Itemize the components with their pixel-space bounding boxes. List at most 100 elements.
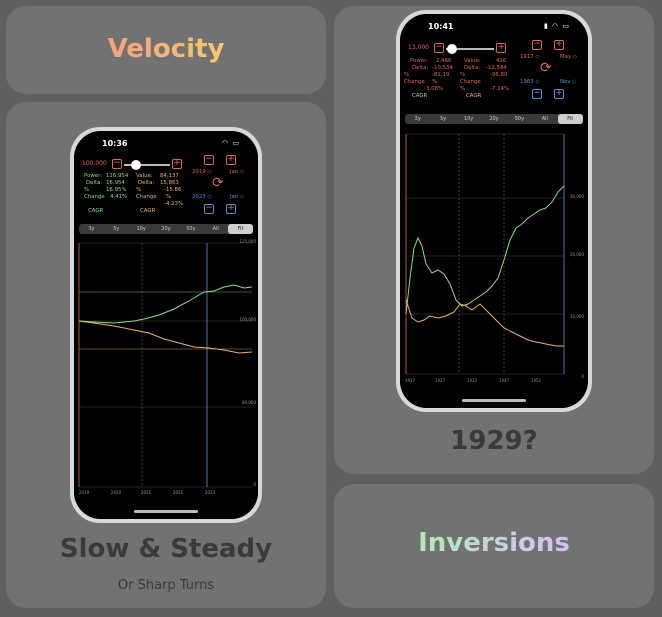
phone-right: 10:41 ▮ ◠ ▭ 13,000 − + − + 1917 ◇ May ◇ …	[396, 10, 592, 412]
inversions-title: Inversions	[334, 528, 654, 558]
amount-label[interactable]: 13,000	[408, 44, 429, 51]
x-tick-label: 1947	[499, 378, 510, 383]
slow-steady-title: Slow & Steady	[59, 534, 273, 564]
slider-knob[interactable]	[131, 160, 141, 170]
x-tick-label: 1952	[531, 378, 542, 383]
wifi-icon: ◠	[222, 139, 230, 147]
velocity-title: Velocity	[6, 34, 326, 64]
start-minus-button[interactable]: −	[204, 155, 214, 165]
end-minus-button[interactable]: −	[204, 204, 214, 214]
vpct-label: %	[460, 72, 466, 78]
value-series-line	[78, 320, 253, 354]
battery-icon: ▭	[232, 139, 240, 147]
end-minus-button[interactable]: −	[532, 89, 542, 99]
vdelta-label: Delta:	[464, 65, 481, 71]
chart: 30,000 20,000 10,000 0 1917 1927 1932 1947 1952	[400, 128, 588, 384]
change-label: Change	[84, 194, 105, 200]
start-month-select[interactable]: Jan ◇	[230, 169, 245, 175]
x-tick-label: 1927	[435, 378, 446, 383]
tab-20y[interactable]: 20y	[161, 226, 171, 232]
y-tick-label: 30,000	[570, 194, 584, 199]
cagr-label: CAGR	[412, 93, 428, 99]
minus-button[interactable]: −	[112, 159, 122, 169]
vpct-value: -15.86	[164, 187, 182, 193]
slider-knob[interactable]	[447, 44, 457, 54]
change-value: -3.08%	[424, 86, 444, 92]
inversions-card: Inversions	[334, 484, 654, 608]
end-year-select[interactable]: 1963 ◇	[520, 79, 540, 85]
tab-fit[interactable]: Fit	[557, 114, 583, 124]
signal-icon: ▮	[543, 22, 549, 30]
status-time: 10:36	[102, 139, 128, 148]
tab-3y[interactable]: 3y	[414, 116, 421, 122]
y-tick-label: 20,000	[570, 252, 584, 257]
amount-label[interactable]: 100,000	[82, 160, 107, 167]
end-year-select[interactable]: 2023 ◇	[192, 194, 212, 200]
delta-value: -10,534	[432, 65, 453, 71]
plus-icon: +	[555, 39, 563, 49]
minus-button[interactable]: −	[434, 43, 444, 53]
vchange-value: -7.14%	[490, 86, 510, 92]
x-tick-label: 2021	[141, 490, 152, 495]
plus-button[interactable]: +	[496, 43, 506, 53]
phone-left: 10:36 ◠ ▭ 100,000 − + − + 2019 ◇ Jan ◇ ⟳…	[70, 127, 262, 523]
refresh-icon[interactable]: ⟳	[212, 175, 224, 191]
end-month-select[interactable]: Nov ◇	[560, 79, 577, 85]
range-tabs[interactable]: 3y 5y 10y 20y 50y All Fit	[79, 224, 254, 234]
tab-10y[interactable]: 10y	[136, 226, 146, 232]
end-month-select[interactable]: Jan ◇	[230, 194, 245, 200]
tab-5y[interactable]: 5y	[113, 226, 120, 232]
tab-50y[interactable]: 50y	[186, 226, 196, 232]
tab-all[interactable]: All	[212, 226, 219, 232]
value-label: Value:	[136, 173, 153, 179]
cagr-label: CAGR	[88, 208, 104, 214]
slow-steady-subtitle: Or Sharp Turns	[117, 578, 215, 593]
plus-icon: +	[555, 88, 563, 98]
x-tick-label: 1932	[467, 378, 478, 383]
end-plus-button[interactable]: +	[554, 89, 564, 99]
pct-value: 16.95%	[106, 187, 127, 193]
tab-all[interactable]: All	[541, 116, 548, 122]
tab-3y[interactable]: 3y	[88, 226, 95, 232]
value-value: 416	[496, 58, 507, 64]
start-plus-button[interactable]: +	[554, 40, 564, 50]
plus-button[interactable]: +	[172, 159, 182, 169]
tab-fit[interactable]: Fit	[228, 224, 254, 234]
tab-10y[interactable]: 10y	[463, 116, 474, 122]
range-tabs[interactable]: 3y 5y 10y 20y 50y All Fit	[405, 114, 583, 124]
vchange-label: Change	[136, 194, 157, 200]
pct-label: %	[84, 187, 90, 193]
minus-icon: −	[435, 42, 443, 52]
vpct-value: -96.80	[490, 72, 508, 78]
status-icons: ▮ ◠ ▭	[544, 22, 570, 30]
minus-icon: −	[113, 158, 121, 168]
start-year-select[interactable]: 2019 ◇	[192, 169, 212, 175]
end-plus-button[interactable]: +	[226, 204, 236, 214]
plus-icon: +	[227, 203, 235, 213]
y-tick-label: 80,000	[242, 400, 256, 405]
start-year-select[interactable]: 1917 ◇	[520, 54, 540, 60]
change-label2: %	[432, 79, 438, 85]
y-tick-label: 100,000	[239, 317, 256, 322]
x-tick-label: 2023	[205, 490, 216, 495]
status-bar: 10:36 ◠ ▭	[74, 136, 258, 151]
vpct-label: %	[136, 187, 142, 193]
refresh-icon[interactable]: ⟳	[540, 60, 552, 76]
chart: 125,000 100,000 80,000 0 2019 2020 2021 2021 202…	[74, 237, 258, 499]
vdelta-value: 15,863	[160, 180, 179, 186]
tab-20y[interactable]: 20y	[489, 116, 499, 122]
tab-50y[interactable]: 50y	[514, 116, 525, 122]
wifi-icon: ◠	[552, 22, 560, 30]
tab-5y[interactable]: 5y	[440, 116, 447, 122]
start-month-select[interactable]: May ◇	[560, 54, 578, 60]
amount-slider[interactable]	[446, 48, 494, 50]
minus-icon: −	[205, 154, 213, 164]
vcagr-label: CAGR	[466, 93, 482, 99]
start-minus-button[interactable]: −	[532, 40, 542, 50]
start-plus-button[interactable]: +	[226, 155, 236, 165]
plus-icon: +	[227, 154, 235, 164]
power-value: 116,954	[106, 173, 129, 179]
amount-slider[interactable]	[124, 164, 170, 166]
minus-icon: −	[533, 39, 541, 49]
pct-label: %	[404, 72, 410, 78]
